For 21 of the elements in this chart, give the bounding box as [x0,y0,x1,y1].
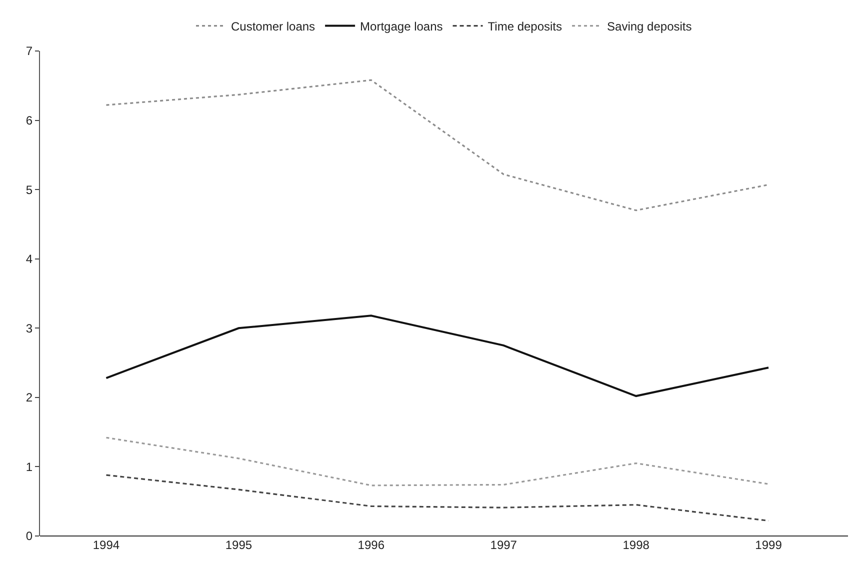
y-tick-label: 4 [26,252,33,266]
x-tick-label: 1996 [358,538,385,552]
x-tick-label: 1998 [622,538,650,552]
line-series [105,314,770,398]
x-tick-label: 1995 [225,538,252,552]
legend-label: Customer loans [231,19,316,34]
y-tick-label: 3 [26,321,33,336]
line-series [105,79,770,212]
legend-label: Mortgage loans [360,19,443,34]
y-tick-label: 6 [26,113,33,128]
x-tick-label: 1997 [490,538,518,552]
y-tick-label: 0 [26,529,33,544]
y-tick-label: 1 [26,460,33,474]
y-tick-label: 7 [26,44,33,58]
legend-label: Saving deposits [607,19,692,34]
x-tick-label: 1999 [755,538,782,552]
y-tick-label: 2 [26,390,33,405]
legend-label: Time deposits [488,19,562,34]
line-series [105,436,770,486]
x-tick-label: 1994 [92,538,120,552]
y-tick-label: 5 [26,182,33,197]
